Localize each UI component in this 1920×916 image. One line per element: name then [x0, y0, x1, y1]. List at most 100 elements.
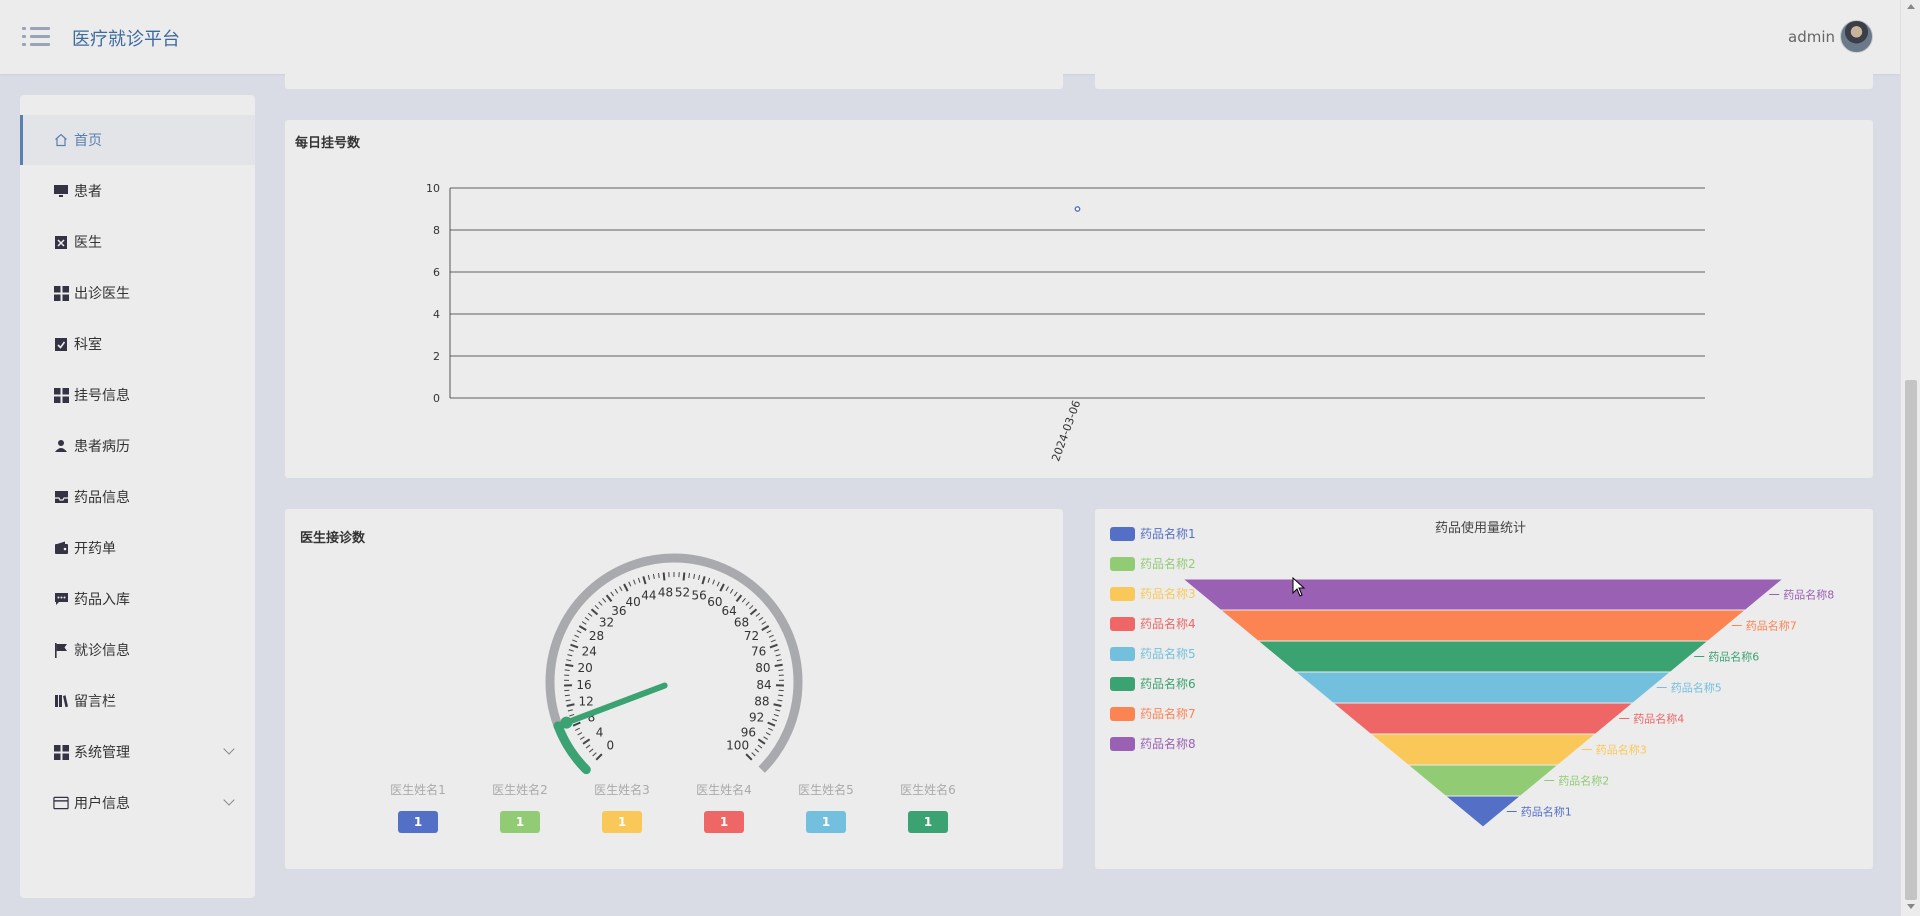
- y-tick-label: 0: [433, 392, 440, 405]
- gauge-tick: [587, 612, 593, 617]
- gauge-tick: [745, 753, 753, 761]
- chevron-down-icon[interactable]: [223, 743, 235, 755]
- gauge-tick: [582, 738, 591, 745]
- sidebar-item-message-board[interactable]: 留言栏: [20, 676, 255, 726]
- gauge-tick: [652, 573, 655, 579]
- legend-item[interactable]: 药品名称2: [1110, 555, 1196, 572]
- sidebar-item-label: 留言栏: [74, 694, 116, 710]
- doctor-name-label: 医生姓名6: [900, 783, 956, 797]
- legend-label: 药品名称8: [1140, 737, 1196, 751]
- gauge-tick: [749, 605, 754, 610]
- message-icon: [53, 591, 69, 607]
- gauge-tick: [757, 738, 766, 745]
- sidebar-item-label: 用户信息: [74, 796, 130, 812]
- sidebar-item-departments[interactable]: 科室: [20, 319, 255, 369]
- gauge-tick: [768, 727, 774, 731]
- gauge-tick: [729, 588, 734, 594]
- sidebar-item-label: 药品入库: [74, 592, 130, 608]
- gauge-tick: [637, 577, 641, 583]
- sidebar-item-medical-records[interactable]: 患者病历: [20, 421, 255, 471]
- gauge-tick: [763, 736, 769, 740]
- y-tick-label: 10: [426, 182, 440, 195]
- gauge-tick: [688, 573, 690, 579]
- gauge-tick: [693, 573, 696, 579]
- gauge-tick: [761, 621, 767, 625]
- gauge-tick-label: 44: [641, 589, 656, 603]
- gauge-tick: [647, 574, 650, 581]
- menu-icon[interactable]: [22, 25, 50, 49]
- scroll-thumb[interactable]: [1905, 380, 1917, 900]
- gauge-tick: [619, 586, 623, 592]
- gauge-tick-label: 36: [611, 604, 626, 618]
- legend-label: 药品名称6: [1140, 677, 1196, 691]
- data-point: [1074, 206, 1081, 212]
- gauge-tick: [725, 586, 729, 592]
- medicine-usage-title: 药品使用量统计: [1435, 521, 1527, 536]
- gauge-tick: [581, 621, 587, 625]
- sidebar-item-stock-in[interactable]: 药品入库: [20, 574, 255, 624]
- gauge-tick: [777, 699, 783, 702]
- doctor-name-label: 医生姓名2: [492, 783, 548, 797]
- funnel-label: 药品名称2: [1558, 774, 1609, 788]
- gauge-tick: [588, 748, 594, 753]
- funnel-label: 药品名称6: [1708, 650, 1759, 664]
- chevron-down-icon[interactable]: [223, 794, 235, 806]
- sidebar-item-patients[interactable]: 患者: [20, 166, 255, 216]
- gauge-tick: [584, 616, 590, 621]
- gauge-tick: [767, 721, 776, 727]
- gauge-tick-label: 88: [754, 695, 769, 709]
- gauge-tick: [754, 748, 760, 753]
- doctor-name-label: 医生姓名5: [798, 783, 854, 797]
- gauge-tick: [775, 709, 781, 712]
- y-tick-label: 2: [433, 350, 440, 363]
- gauge-tick: [776, 659, 782, 662]
- sidebar-item-visiting-doctors[interactable]: 出诊医生: [20, 268, 255, 318]
- username[interactable]: admin: [1788, 28, 1835, 46]
- gauge-tick: [574, 634, 580, 638]
- sidebar-item-label: 科室: [74, 337, 102, 353]
- sidebar-item-label: 系统管理: [74, 745, 130, 761]
- sidebar-item-label: 就诊信息: [74, 643, 130, 659]
- gauge-tick: [642, 576, 647, 585]
- user-avatar[interactable]: [1840, 20, 1873, 53]
- sidebar-item-home[interactable]: 首页: [20, 115, 255, 165]
- page-scrollbar[interactable]: [1900, 0, 1920, 916]
- legend-item[interactable]: 药品名称5: [1110, 645, 1196, 662]
- scroll-up-arrow-icon[interactable]: [1907, 4, 1915, 9]
- sidebar-item-user-info[interactable]: 用户信息: [20, 778, 255, 828]
- gauge-tick-label: 72: [744, 629, 759, 643]
- sidebar-item-visits[interactable]: 就诊信息: [20, 625, 255, 675]
- card-icon: [53, 795, 69, 811]
- sidebar-item-doctors[interactable]: 医生: [20, 217, 255, 267]
- app-title: 医疗就诊平台: [72, 29, 180, 50]
- inbox-icon: [53, 489, 69, 505]
- legend-label: 药品名称2: [1140, 557, 1196, 571]
- gauge-tick: [775, 654, 781, 657]
- legend-item[interactable]: 药品名称6: [1110, 675, 1196, 692]
- gauge-tick: [755, 612, 761, 617]
- legend-item[interactable]: 药品名称3: [1110, 585, 1196, 602]
- doctor-visits-card: 医生接诊数 0 4 8 12 16 20 24 28 32 36 40 44 48 52 56 60 64 68 7…: [285, 509, 1063, 869]
- legend-item[interactable]: 药品名称1: [1110, 525, 1196, 542]
- medicine-funnel: 药品名称8 药品名称7 药品名称6 药品名称5 药品名称4 药品名称3 药品名称2 药品名称1: [1181, 578, 1834, 828]
- legend-item[interactable]: 药品名称8: [1110, 735, 1196, 752]
- gauge-tick: [662, 572, 666, 581]
- sidebar-item-label: 医生: [74, 235, 102, 251]
- legend-item[interactable]: 药品名称4: [1110, 615, 1196, 632]
- gauge-tick: [605, 594, 613, 603]
- sidebar-item-registration[interactable]: 挂号信息: [20, 370, 255, 420]
- sidebar-item-prescriptions[interactable]: 开药单: [20, 523, 255, 573]
- sidebar-item-system-admin[interactable]: 系统管理: [20, 727, 255, 777]
- sidebar-item-medicine-info[interactable]: 药品信息: [20, 472, 255, 522]
- gauge-tick: [570, 643, 579, 649]
- legend-item[interactable]: 药品名称7: [1110, 705, 1196, 722]
- gauge-tick: [564, 669, 570, 671]
- doctor-count-badge: 1: [500, 811, 540, 833]
- gauge-tick: [766, 630, 772, 634]
- gauge-tick: [774, 649, 780, 652]
- flag-icon: [53, 642, 69, 658]
- scroll-down-arrow-icon[interactable]: [1907, 904, 1915, 909]
- funnel-segment: [1406, 764, 1560, 797]
- gauge-tick: [773, 713, 779, 717]
- funnel-label: 药品名称5: [1671, 681, 1722, 695]
